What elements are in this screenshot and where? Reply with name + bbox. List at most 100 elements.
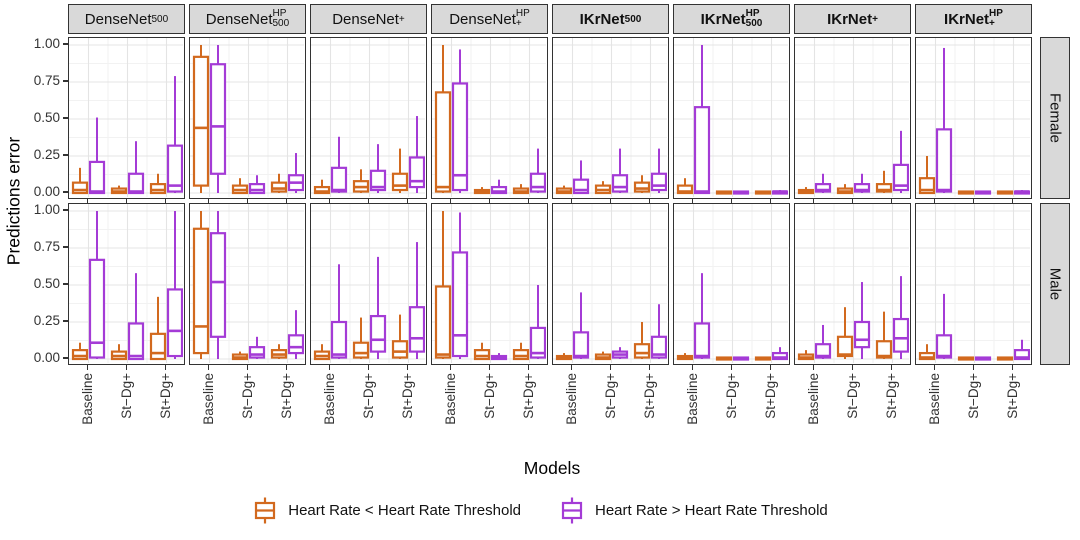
box-gt xyxy=(330,264,348,359)
x-tick-mark xyxy=(1011,365,1014,370)
panel-canvas xyxy=(190,38,304,197)
panel-female-col0 xyxy=(68,37,185,199)
x-axis-title: Models xyxy=(523,458,581,478)
x-tick-label: St+Dg+ xyxy=(520,373,536,419)
facet-strip-ikrnet-+: IKrNet HP + xyxy=(915,4,1032,34)
panel-canvas xyxy=(916,38,1030,197)
box-gt xyxy=(490,179,508,195)
x-tick-label: Baseline xyxy=(200,373,216,425)
box-lt xyxy=(434,45,452,193)
x-tick-mark xyxy=(933,199,936,204)
box-gt xyxy=(693,45,711,195)
y-tick-mark xyxy=(63,154,68,156)
x-tick-mark xyxy=(86,199,89,204)
box-gt xyxy=(771,190,788,195)
box-gt xyxy=(771,347,788,361)
facet-label: DenseNet xyxy=(449,10,516,28)
box-gt xyxy=(572,292,590,359)
y-tick-label: 0.00 xyxy=(33,184,60,199)
box-lt xyxy=(313,179,331,195)
box-gt xyxy=(732,356,750,361)
x-tick-mark xyxy=(609,199,612,204)
panel-canvas xyxy=(69,38,183,197)
box-gt xyxy=(650,148,667,193)
x-tick-label: Baseline xyxy=(805,373,821,425)
x-tick-mark xyxy=(164,365,167,370)
facet-label: DenseNet xyxy=(205,10,273,28)
x-tick-mark xyxy=(972,199,975,204)
x-tick-mark xyxy=(1011,199,1014,204)
panel-canvas xyxy=(432,38,546,197)
panel-canvas xyxy=(311,204,425,363)
box-gt xyxy=(892,276,909,359)
x-tick-mark xyxy=(527,365,530,370)
box-lt xyxy=(715,190,733,195)
box-lt xyxy=(957,190,975,195)
box-lt xyxy=(754,190,772,195)
x-tick-label: St+Dg+ xyxy=(399,373,415,419)
facet-strip-densenet-+: DenseNet HP + xyxy=(431,4,548,34)
box-lt xyxy=(555,185,573,195)
legend: Heart Rate < Heart Rate Threshold Heart … xyxy=(0,497,1080,524)
box-lt xyxy=(996,190,1014,195)
box-gt xyxy=(732,190,750,195)
box-gt xyxy=(166,76,183,193)
x-tick-label: Baseline xyxy=(321,373,337,425)
panel-female-col3 xyxy=(431,37,548,199)
x-tick-label: Baseline xyxy=(442,373,458,425)
x-tick-label: St+Dg+ xyxy=(278,373,294,419)
legend-item-hr-above: Heart Rate > Heart Rate Threshold xyxy=(559,497,828,524)
facet-label: IKrNet xyxy=(827,10,873,28)
box-gt xyxy=(330,136,348,193)
box-lt xyxy=(270,173,288,193)
x-tick-mark xyxy=(691,365,694,370)
y-tick-mark xyxy=(63,357,68,359)
box-gt xyxy=(974,356,992,361)
x-tick-mark xyxy=(812,199,815,204)
box-gt xyxy=(529,148,546,193)
box-lt xyxy=(149,173,167,195)
x-tick-label: Baseline xyxy=(926,373,942,425)
x-tick-label: Baseline xyxy=(684,373,700,425)
box-lt xyxy=(352,317,370,359)
x-tick-mark xyxy=(207,199,210,204)
panel-female-col6 xyxy=(794,37,911,199)
panel-male-col3 xyxy=(431,203,548,365)
x-tick-label: St−Dg+ xyxy=(844,373,860,419)
x-tick-mark xyxy=(730,365,733,370)
panel-canvas xyxy=(553,204,667,363)
box-lt xyxy=(797,350,815,361)
box-gt xyxy=(974,190,992,195)
x-tick-mark xyxy=(449,199,452,204)
box-gt xyxy=(935,47,953,193)
x-tick-mark xyxy=(812,365,815,370)
box-lt xyxy=(594,351,612,361)
panel-canvas xyxy=(432,204,546,363)
box-gt xyxy=(611,347,629,359)
x-tick-mark xyxy=(527,199,530,204)
box-lt xyxy=(875,170,893,193)
panel-male-col0 xyxy=(68,203,185,365)
box-lt xyxy=(391,314,409,359)
box-lt xyxy=(71,342,89,361)
box-lt xyxy=(918,156,936,195)
panel-male-col5 xyxy=(673,203,790,365)
panel-canvas xyxy=(795,204,909,363)
panel-female-col5 xyxy=(673,37,790,199)
box-lt xyxy=(231,351,249,361)
x-tick-mark xyxy=(769,199,772,204)
box-lt xyxy=(918,344,936,361)
box-lt xyxy=(71,167,89,195)
x-tick-mark xyxy=(367,365,370,370)
box-lt xyxy=(313,344,331,361)
y-tick-label: 0.25 xyxy=(33,147,60,162)
y-tick-label: 0.75 xyxy=(33,73,60,88)
panel-female-col1 xyxy=(189,37,306,199)
panel-canvas xyxy=(916,204,1030,363)
panel-canvas xyxy=(190,204,304,363)
box-lt xyxy=(149,296,167,361)
x-tick-mark xyxy=(125,365,128,370)
x-tick-label: St−Dg+ xyxy=(360,373,376,419)
box-lt xyxy=(192,45,210,193)
